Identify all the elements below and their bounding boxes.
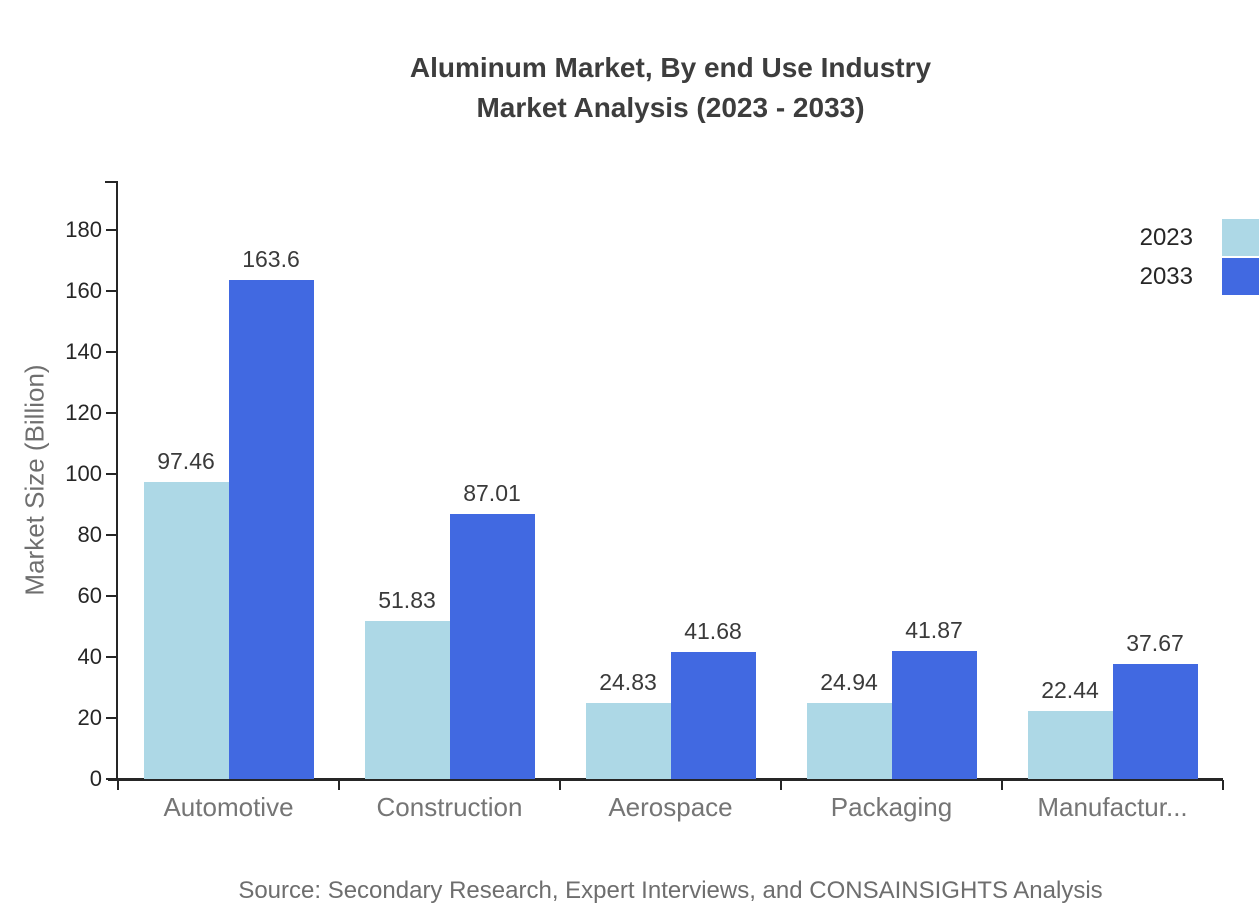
- value-label: 24.83: [599, 669, 657, 696]
- y-tick: [106, 716, 116, 719]
- y-tick-label: 140: [65, 338, 102, 364]
- y-tick: [106, 350, 116, 353]
- value-label: 22.44: [1041, 676, 1099, 703]
- category-label: Aerospace: [608, 792, 733, 822]
- x-tick: [559, 780, 561, 790]
- source-note: Source: Secondary Research, Expert Inter…: [238, 877, 1103, 904]
- y-tick-label: 160: [65, 277, 102, 303]
- y-tick: [106, 533, 116, 536]
- bar-2023: [1027, 710, 1113, 779]
- legend-row: 2033: [1140, 258, 1259, 295]
- value-label: 24.94: [820, 668, 878, 695]
- y-tick-label: 180: [65, 216, 102, 242]
- bar-2023: [364, 620, 450, 779]
- bar-2023: [143, 481, 229, 779]
- y-axis-title: Market Size (Billion): [19, 364, 50, 596]
- value-label: 37.67: [1126, 630, 1184, 657]
- bar-2033: [891, 651, 977, 779]
- value-label: 87.01: [463, 479, 521, 506]
- legend-swatch: [1222, 219, 1259, 256]
- value-label: 97.46: [157, 447, 215, 474]
- value-label: 41.87: [905, 617, 963, 644]
- x-tick: [1001, 780, 1003, 790]
- bar-2033: [670, 651, 756, 779]
- legend-label: 2033: [1139, 262, 1193, 290]
- y-tick: [106, 594, 116, 597]
- bar-group-construction: 51.83 87.01: [364, 181, 535, 779]
- chart-title-line-2: Market Analysis (2023 - 2033): [476, 92, 865, 123]
- bar-group-packaging: 24.94 41.87: [806, 181, 977, 779]
- bar-group-aerospace: 24.83 41.68: [585, 181, 756, 779]
- legend-swatch: [1222, 258, 1259, 295]
- y-tick: [106, 778, 116, 780]
- value-label: 51.83: [378, 586, 436, 613]
- legend: 2023 2033: [1140, 219, 1259, 297]
- category-label: Construction: [376, 792, 523, 822]
- chart-title-line-1: Aluminum Market, By end Use Industry: [409, 52, 932, 83]
- y-tick-label: 60: [77, 582, 102, 608]
- y-tick-label: 20: [77, 704, 102, 730]
- bar-2023: [585, 703, 671, 779]
- category-label: Manufactur...: [1037, 792, 1188, 822]
- y-tick-label: 40: [77, 643, 102, 669]
- y-tick-label: 0: [89, 766, 102, 791]
- y-tick-label: 120: [65, 399, 102, 425]
- x-tick: [338, 780, 340, 790]
- bar-2033: [449, 513, 535, 779]
- y-tick: [106, 411, 116, 414]
- bar-2033: [1112, 664, 1198, 779]
- y-tick-label: 80: [77, 521, 102, 547]
- legend-row: 2023: [1140, 219, 1259, 256]
- legend-label: 2023: [1139, 223, 1193, 251]
- y-axis-top-cap: [105, 181, 118, 183]
- y-tick-label: 100: [65, 460, 102, 486]
- plot-area: 0 20 40 60 80 100 120 140 160 180 Automotive 97.46 1…: [65, 181, 1224, 822]
- y-axis-spine: [116, 181, 118, 780]
- bar-2023: [806, 702, 892, 779]
- bar-2033: [228, 279, 314, 779]
- bar-group-automotive: 97.46 163.6: [143, 181, 314, 779]
- y-tick: [106, 472, 116, 475]
- y-tick: [106, 228, 116, 231]
- y-tick: [106, 655, 116, 658]
- bar-group-manufactur: 22.44 37.67: [1027, 181, 1198, 779]
- y-tick: [106, 289, 116, 292]
- value-label: 41.68: [684, 617, 742, 644]
- x-axis-spine: [108, 778, 1223, 781]
- chart-title: Aluminum Market, By end Use Industry Mar…: [118, 48, 1223, 128]
- x-tick: [1222, 780, 1224, 790]
- category-label: Automotive: [163, 792, 294, 822]
- x-tick: [780, 780, 782, 790]
- category-label: Packaging: [830, 792, 953, 822]
- x-tick: [117, 780, 119, 790]
- value-label: 163.6: [242, 245, 300, 272]
